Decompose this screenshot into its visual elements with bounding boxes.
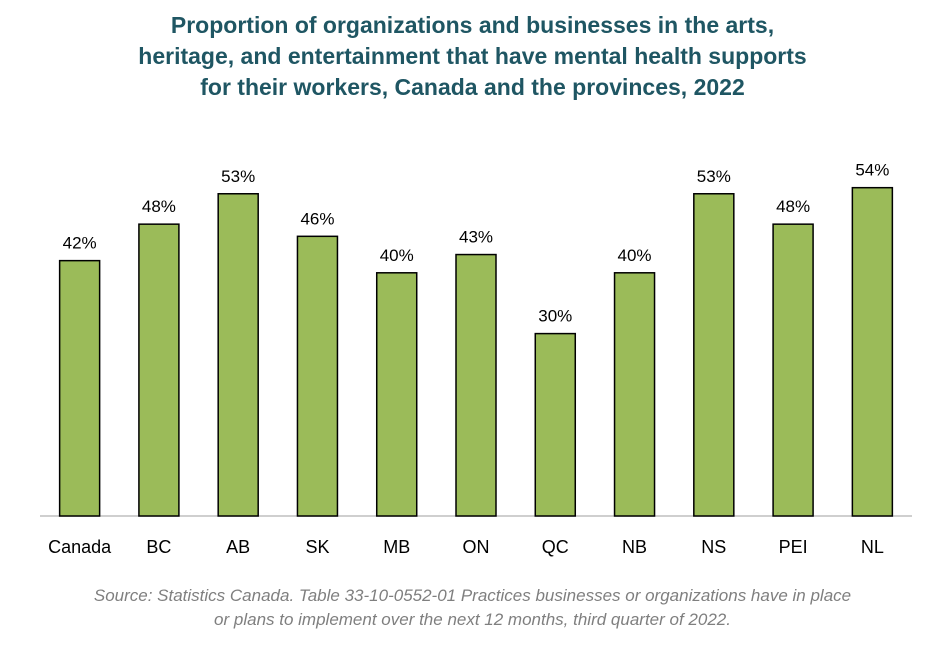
source-note: Source: Statistics Canada. Table 33-10-0… [0,584,945,632]
chart-title: Proportion of organizations and business… [0,10,945,103]
x-tick-label-sk: SK [305,537,329,557]
data-label-nl: 54% [855,161,889,180]
bar-pei [772,223,814,517]
bar-sk [296,235,339,517]
bar-qc [534,332,577,517]
data-label-canada: 42% [63,234,97,253]
x-tick-label-canada: Canada [48,537,112,557]
bar-on [455,253,497,517]
x-tick-label-qc: QC [542,537,569,557]
x-tick-label-bc: BC [146,537,171,557]
chart-title-line-2: heritage, and entertainment that have me… [138,43,807,69]
data-label-ab: 53% [221,167,255,186]
data-label-mb: 40% [380,246,414,265]
data-label-on: 43% [459,228,493,247]
chart-title-line-1: Proportion of organizations and business… [170,12,775,38]
data-label-qc: 30% [538,307,572,326]
data-label-sk: 46% [300,209,334,228]
x-tick-label-on: ON [463,537,490,557]
x-tick-label-pei: PEI [779,537,808,557]
bar-canada [58,259,101,517]
x-tick-label-ab: AB [226,537,250,557]
bar-nl [851,186,894,517]
data-label-nb: 40% [618,246,652,265]
bar-nb [613,272,656,517]
source-line-1: Source: Statistics Canada. Table 33-10-0… [93,586,852,605]
x-tick-label-mb: MB [383,537,410,557]
data-label-pei: 48% [776,197,810,216]
data-label-ns: 53% [697,167,731,186]
bar-mb [375,272,418,517]
source-line-2: or plans to implement over the next 12 m… [214,610,731,629]
bar-ab [217,193,259,517]
x-tick-label-ns: NS [701,537,726,557]
bar-chart: 42% Canada 48% BC 53% AB 46% SK 40% MB 43% ON 30% QC 4… [40,161,912,557]
x-tick-label-nb: NB [622,537,647,557]
chart-title-line-3: for their workers, Canada and the provin… [200,74,745,100]
x-tick-label-nl: NL [861,537,884,557]
bar-bc [138,223,180,517]
data-label-bc: 48% [142,197,176,216]
bar-ns [693,193,735,517]
